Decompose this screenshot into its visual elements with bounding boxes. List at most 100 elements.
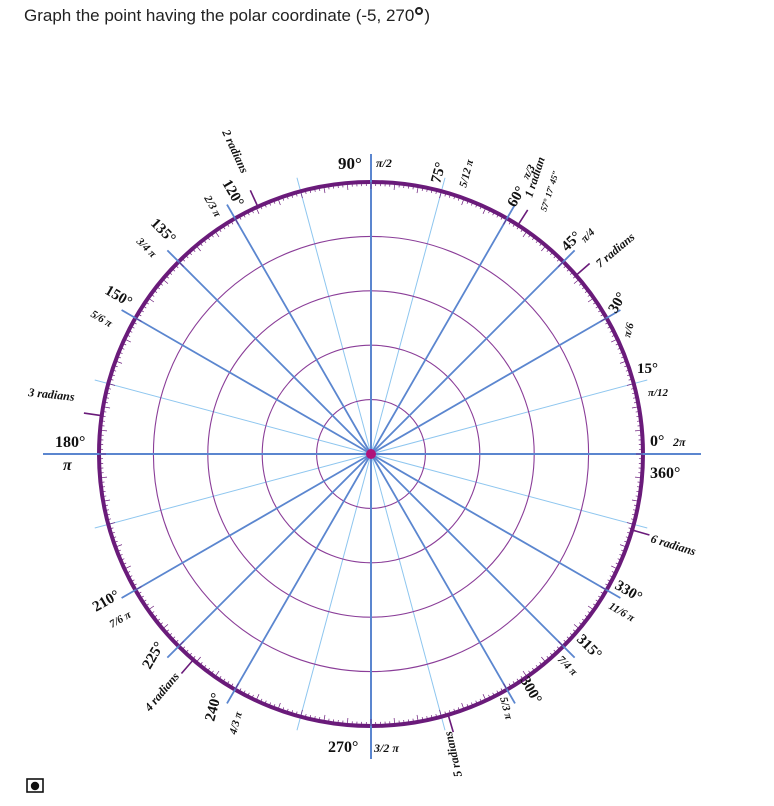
angle-label-30: 30° <box>606 290 630 316</box>
degree-tick <box>592 603 597 607</box>
degree-tick <box>137 591 142 595</box>
degree-tick <box>609 330 614 333</box>
angle-label-90: 90° <box>338 154 362 173</box>
degree-tick <box>627 374 632 376</box>
degree-tick <box>318 186 321 191</box>
degree-tick <box>277 702 281 710</box>
degree-tick <box>421 186 424 191</box>
degree-tick <box>553 649 557 654</box>
degree-tick <box>556 646 561 650</box>
degree-tick <box>600 586 607 591</box>
degree-tick <box>439 191 442 199</box>
rad-label-75: 5/12 π <box>457 157 476 188</box>
degree-tick <box>108 522 116 525</box>
radian-marker-line-1 <box>516 209 529 228</box>
degree-tick <box>168 271 173 275</box>
degree-tick <box>528 670 532 675</box>
degree-tick <box>188 251 192 256</box>
degree-tick <box>439 709 442 717</box>
degree-tick <box>203 664 207 669</box>
degree-tick <box>168 633 173 637</box>
degree-tick <box>328 185 330 190</box>
degree-tick <box>181 258 186 262</box>
degree-tick <box>332 184 335 189</box>
degree-tick <box>192 656 196 660</box>
degree-tick <box>426 187 428 192</box>
degree-tick <box>444 711 447 716</box>
minor-spoke-255 <box>296 453 372 731</box>
degree-tick <box>100 476 108 479</box>
radian-label-7: 7 radians <box>593 230 638 271</box>
major-spoke-240 <box>226 453 372 704</box>
rad-label-240: 4/3 π <box>227 710 245 737</box>
angle-label-300: 300° <box>517 674 545 707</box>
minor-spoke-285 <box>370 453 446 731</box>
degree-tick <box>609 575 614 578</box>
degree-tick <box>627 532 632 534</box>
degree-tick <box>126 571 131 574</box>
degree-tick <box>282 707 285 712</box>
degree-tick <box>512 223 516 227</box>
degree-tick <box>264 700 267 705</box>
rad-label-135: 3/4 π <box>133 235 159 261</box>
degree-tick <box>546 656 550 660</box>
degree-tick <box>203 239 207 244</box>
degree-tick <box>407 719 410 724</box>
degree-tick <box>115 544 123 548</box>
degree-tick <box>115 360 123 364</box>
rad-label-150: 5/6 π <box>89 308 116 330</box>
degree-tick <box>175 264 179 269</box>
degree-tick <box>587 293 592 297</box>
degree-tick <box>291 710 293 715</box>
degree-tick <box>592 301 597 305</box>
degree-tick <box>234 218 239 225</box>
radian-label-5: 5 radians <box>441 730 465 779</box>
degree-tick <box>247 211 250 216</box>
degree-tick <box>147 297 155 303</box>
degree-tick <box>587 297 595 303</box>
degree-tick <box>546 248 550 252</box>
degree-tick <box>461 702 465 710</box>
degree-tick <box>496 690 500 695</box>
angle-label-150: 150° <box>102 283 135 311</box>
degree-tick <box>587 611 592 615</box>
degree-tick <box>625 536 630 539</box>
degree-tick <box>416 186 419 194</box>
degree-tick <box>605 321 610 325</box>
degree-tick <box>393 717 396 725</box>
degree-tick <box>247 692 250 697</box>
rad-label-120: 2/3 π <box>201 193 224 220</box>
degree-tick <box>611 338 618 343</box>
radian-marker-lines <box>83 189 650 733</box>
degree-tick <box>541 656 547 663</box>
degree-tick <box>188 652 192 657</box>
degree-tick <box>226 223 230 227</box>
degree-tick <box>264 203 267 208</box>
angle-label-330: 330° <box>612 578 645 606</box>
degree-tick <box>273 704 276 709</box>
degree-tick <box>104 509 109 511</box>
radian-marker-line-6 <box>630 528 650 536</box>
degree-tick <box>124 565 131 570</box>
degree-tick <box>488 209 491 214</box>
degree-tick <box>105 513 110 516</box>
degree-tick <box>479 205 482 210</box>
major-spoke-30 <box>370 309 621 455</box>
degree-tick <box>234 683 239 690</box>
radian-label-6: 6 radians <box>649 531 698 558</box>
degree-tick <box>584 290 589 293</box>
major-spoke-135 <box>166 249 372 455</box>
degree-tick <box>636 415 641 418</box>
degree-tick <box>304 189 307 195</box>
degree-tick <box>516 678 520 683</box>
degree-tick <box>624 540 629 543</box>
degree-tick <box>113 365 118 368</box>
degree-tick <box>260 698 263 703</box>
degree-tick <box>145 603 150 607</box>
degree-tick <box>453 195 456 200</box>
degree-tick <box>165 275 169 279</box>
degree-tick <box>619 360 627 364</box>
graph-tool-icon[interactable] <box>26 778 44 793</box>
degree-tick <box>192 248 196 252</box>
